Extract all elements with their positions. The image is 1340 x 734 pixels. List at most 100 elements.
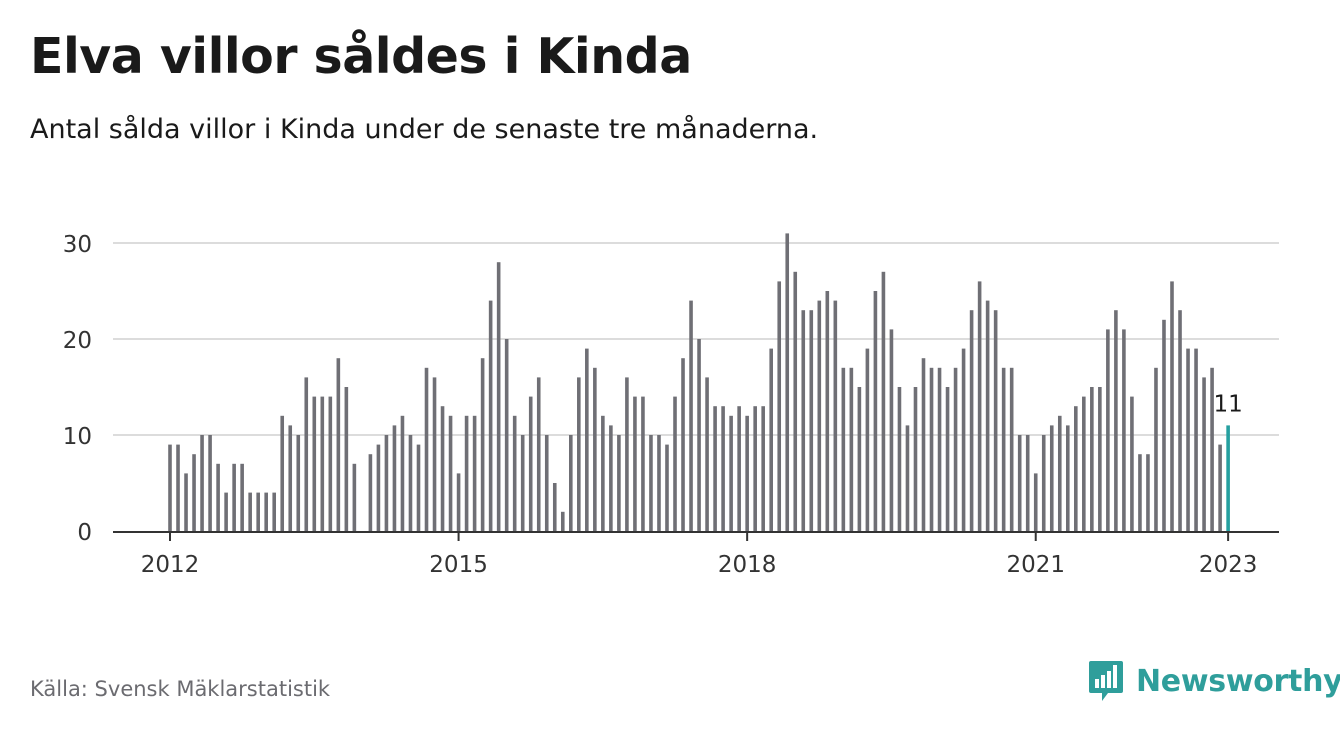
bar xyxy=(1178,310,1182,531)
bar xyxy=(544,435,549,531)
bar xyxy=(601,415,605,531)
bar xyxy=(633,396,637,531)
bar xyxy=(552,483,557,531)
bar xyxy=(809,310,814,531)
bar xyxy=(977,281,982,531)
bar xyxy=(865,348,870,531)
bar xyxy=(296,435,301,531)
bar xyxy=(248,492,252,531)
bar xyxy=(536,377,541,531)
bar xyxy=(520,435,525,531)
bar xyxy=(1122,329,1126,531)
bar xyxy=(256,492,260,531)
bar xyxy=(456,473,461,531)
bar xyxy=(913,387,918,531)
bar xyxy=(897,387,902,531)
bar xyxy=(272,492,277,531)
bar xyxy=(1098,387,1102,531)
bar xyxy=(240,463,244,531)
bar xyxy=(1065,425,1070,531)
bar xyxy=(785,233,790,531)
bar xyxy=(1138,454,1142,531)
bar xyxy=(448,415,453,531)
bar xyxy=(232,463,236,531)
bar xyxy=(929,367,934,531)
bar xyxy=(945,387,950,531)
bar xyxy=(921,358,926,531)
bar xyxy=(512,415,517,531)
bar xyxy=(1194,348,1198,531)
bar xyxy=(753,406,757,531)
bar xyxy=(673,396,677,531)
bar xyxy=(440,406,445,531)
bar xyxy=(569,435,573,531)
bar xyxy=(224,492,228,531)
bar xyxy=(721,406,725,531)
chart-title: Elva villor såldes i Kinda xyxy=(30,28,692,85)
bar xyxy=(961,348,966,531)
bar xyxy=(649,435,653,531)
bar xyxy=(657,435,661,531)
bar xyxy=(889,329,894,531)
bar xyxy=(264,492,268,531)
bar xyxy=(1049,425,1054,531)
bar xyxy=(577,377,581,531)
bar xyxy=(625,377,629,531)
bar xyxy=(993,310,998,531)
bar xyxy=(969,310,974,531)
bar xyxy=(585,348,589,531)
bar xyxy=(681,358,685,531)
bar xyxy=(1009,367,1014,531)
x-tick-label: 2018 xyxy=(718,552,777,578)
bar xyxy=(1025,435,1030,531)
x-tick-label: 2012 xyxy=(141,552,200,578)
bar xyxy=(392,425,397,531)
bar xyxy=(1090,387,1094,531)
bar xyxy=(320,396,325,531)
bar xyxy=(408,435,413,531)
bar xyxy=(1162,319,1166,531)
bar xyxy=(424,367,429,531)
bar xyxy=(793,271,798,531)
bar xyxy=(184,473,188,531)
bar xyxy=(905,425,910,531)
bar xyxy=(1210,367,1214,531)
bar xyxy=(352,463,357,531)
bar xyxy=(953,367,958,531)
bar xyxy=(432,377,437,531)
bar-value-label: 11 xyxy=(1213,391,1242,417)
bar xyxy=(689,300,693,531)
bar xyxy=(665,444,669,531)
bar xyxy=(841,367,846,531)
bar xyxy=(1218,444,1222,531)
bar xyxy=(480,358,485,531)
bar xyxy=(1074,406,1078,531)
y-tick-label: 30 xyxy=(63,232,92,258)
bar xyxy=(713,406,717,531)
bar xyxy=(496,262,501,531)
bar xyxy=(849,367,854,531)
bar xyxy=(1202,377,1206,531)
bar xyxy=(200,435,204,531)
bar xyxy=(192,454,196,531)
bar xyxy=(745,415,749,531)
y-tick-label: 0 xyxy=(77,520,92,546)
bar xyxy=(376,444,381,531)
bar xyxy=(168,444,172,531)
bar xyxy=(1041,435,1046,531)
bar xyxy=(825,291,830,531)
y-tick-label: 20 xyxy=(63,328,92,354)
bar-chart: 0 10 20 30 2012 2015 2018 2021 2023 11 xyxy=(63,232,1279,578)
bar xyxy=(593,367,597,531)
newsworthy-logo-icon xyxy=(1089,661,1123,701)
bar xyxy=(777,281,782,531)
bar xyxy=(464,415,469,531)
bar xyxy=(1033,473,1038,531)
y-tick-label: 10 xyxy=(63,424,92,450)
bar xyxy=(1082,396,1086,531)
bar xyxy=(769,348,773,531)
bar xyxy=(1114,310,1118,531)
bar xyxy=(937,367,942,531)
bar xyxy=(833,300,838,531)
bar xyxy=(176,444,180,531)
